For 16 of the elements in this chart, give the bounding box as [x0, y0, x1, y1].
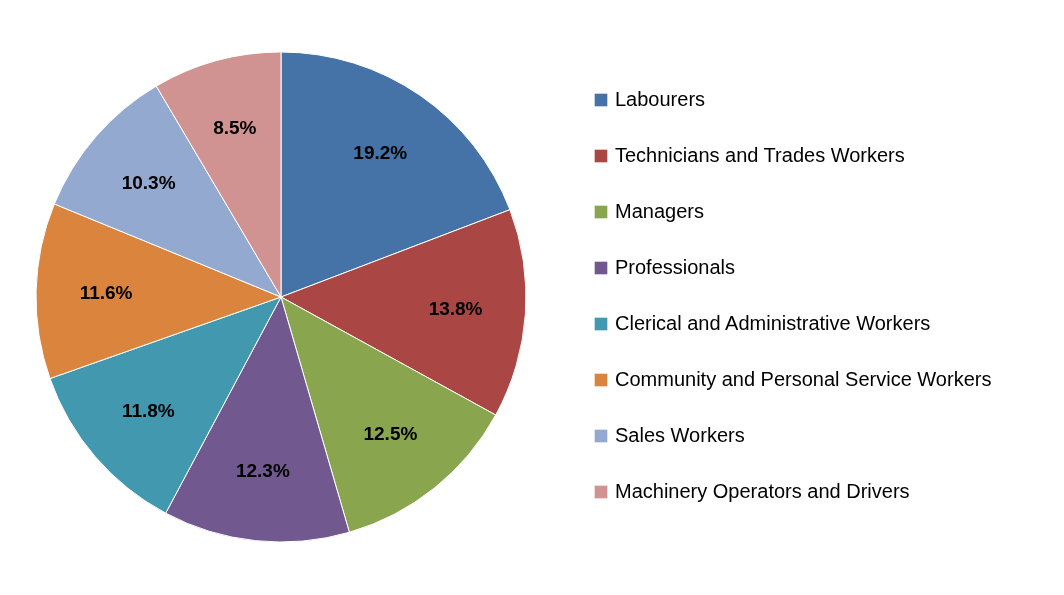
data-label: 11.6%	[79, 281, 133, 303]
legend-label: Technicians and Trades Workers	[615, 144, 905, 166]
data-label: 11.8%	[121, 400, 175, 422]
legend-label: Community and Personal Service Workers	[615, 368, 992, 390]
legend-label: Sales Workers	[615, 424, 745, 446]
data-label: 8.5%	[213, 117, 257, 139]
legend-label: Managers	[615, 200, 704, 222]
legend-label: Labourers	[615, 88, 706, 110]
data-label: 12.3%	[235, 460, 290, 482]
legend-label: Professionals	[615, 256, 736, 278]
legend-label: Clerical and Administrative Workers	[615, 312, 931, 334]
legend-label: Machinery Operators and Drivers	[615, 480, 910, 502]
data-label: 19.2%	[353, 141, 408, 163]
data-label: 12.5%	[363, 422, 418, 444]
data-label: 13.8%	[428, 298, 483, 320]
data-label: 10.3%	[121, 171, 176, 193]
